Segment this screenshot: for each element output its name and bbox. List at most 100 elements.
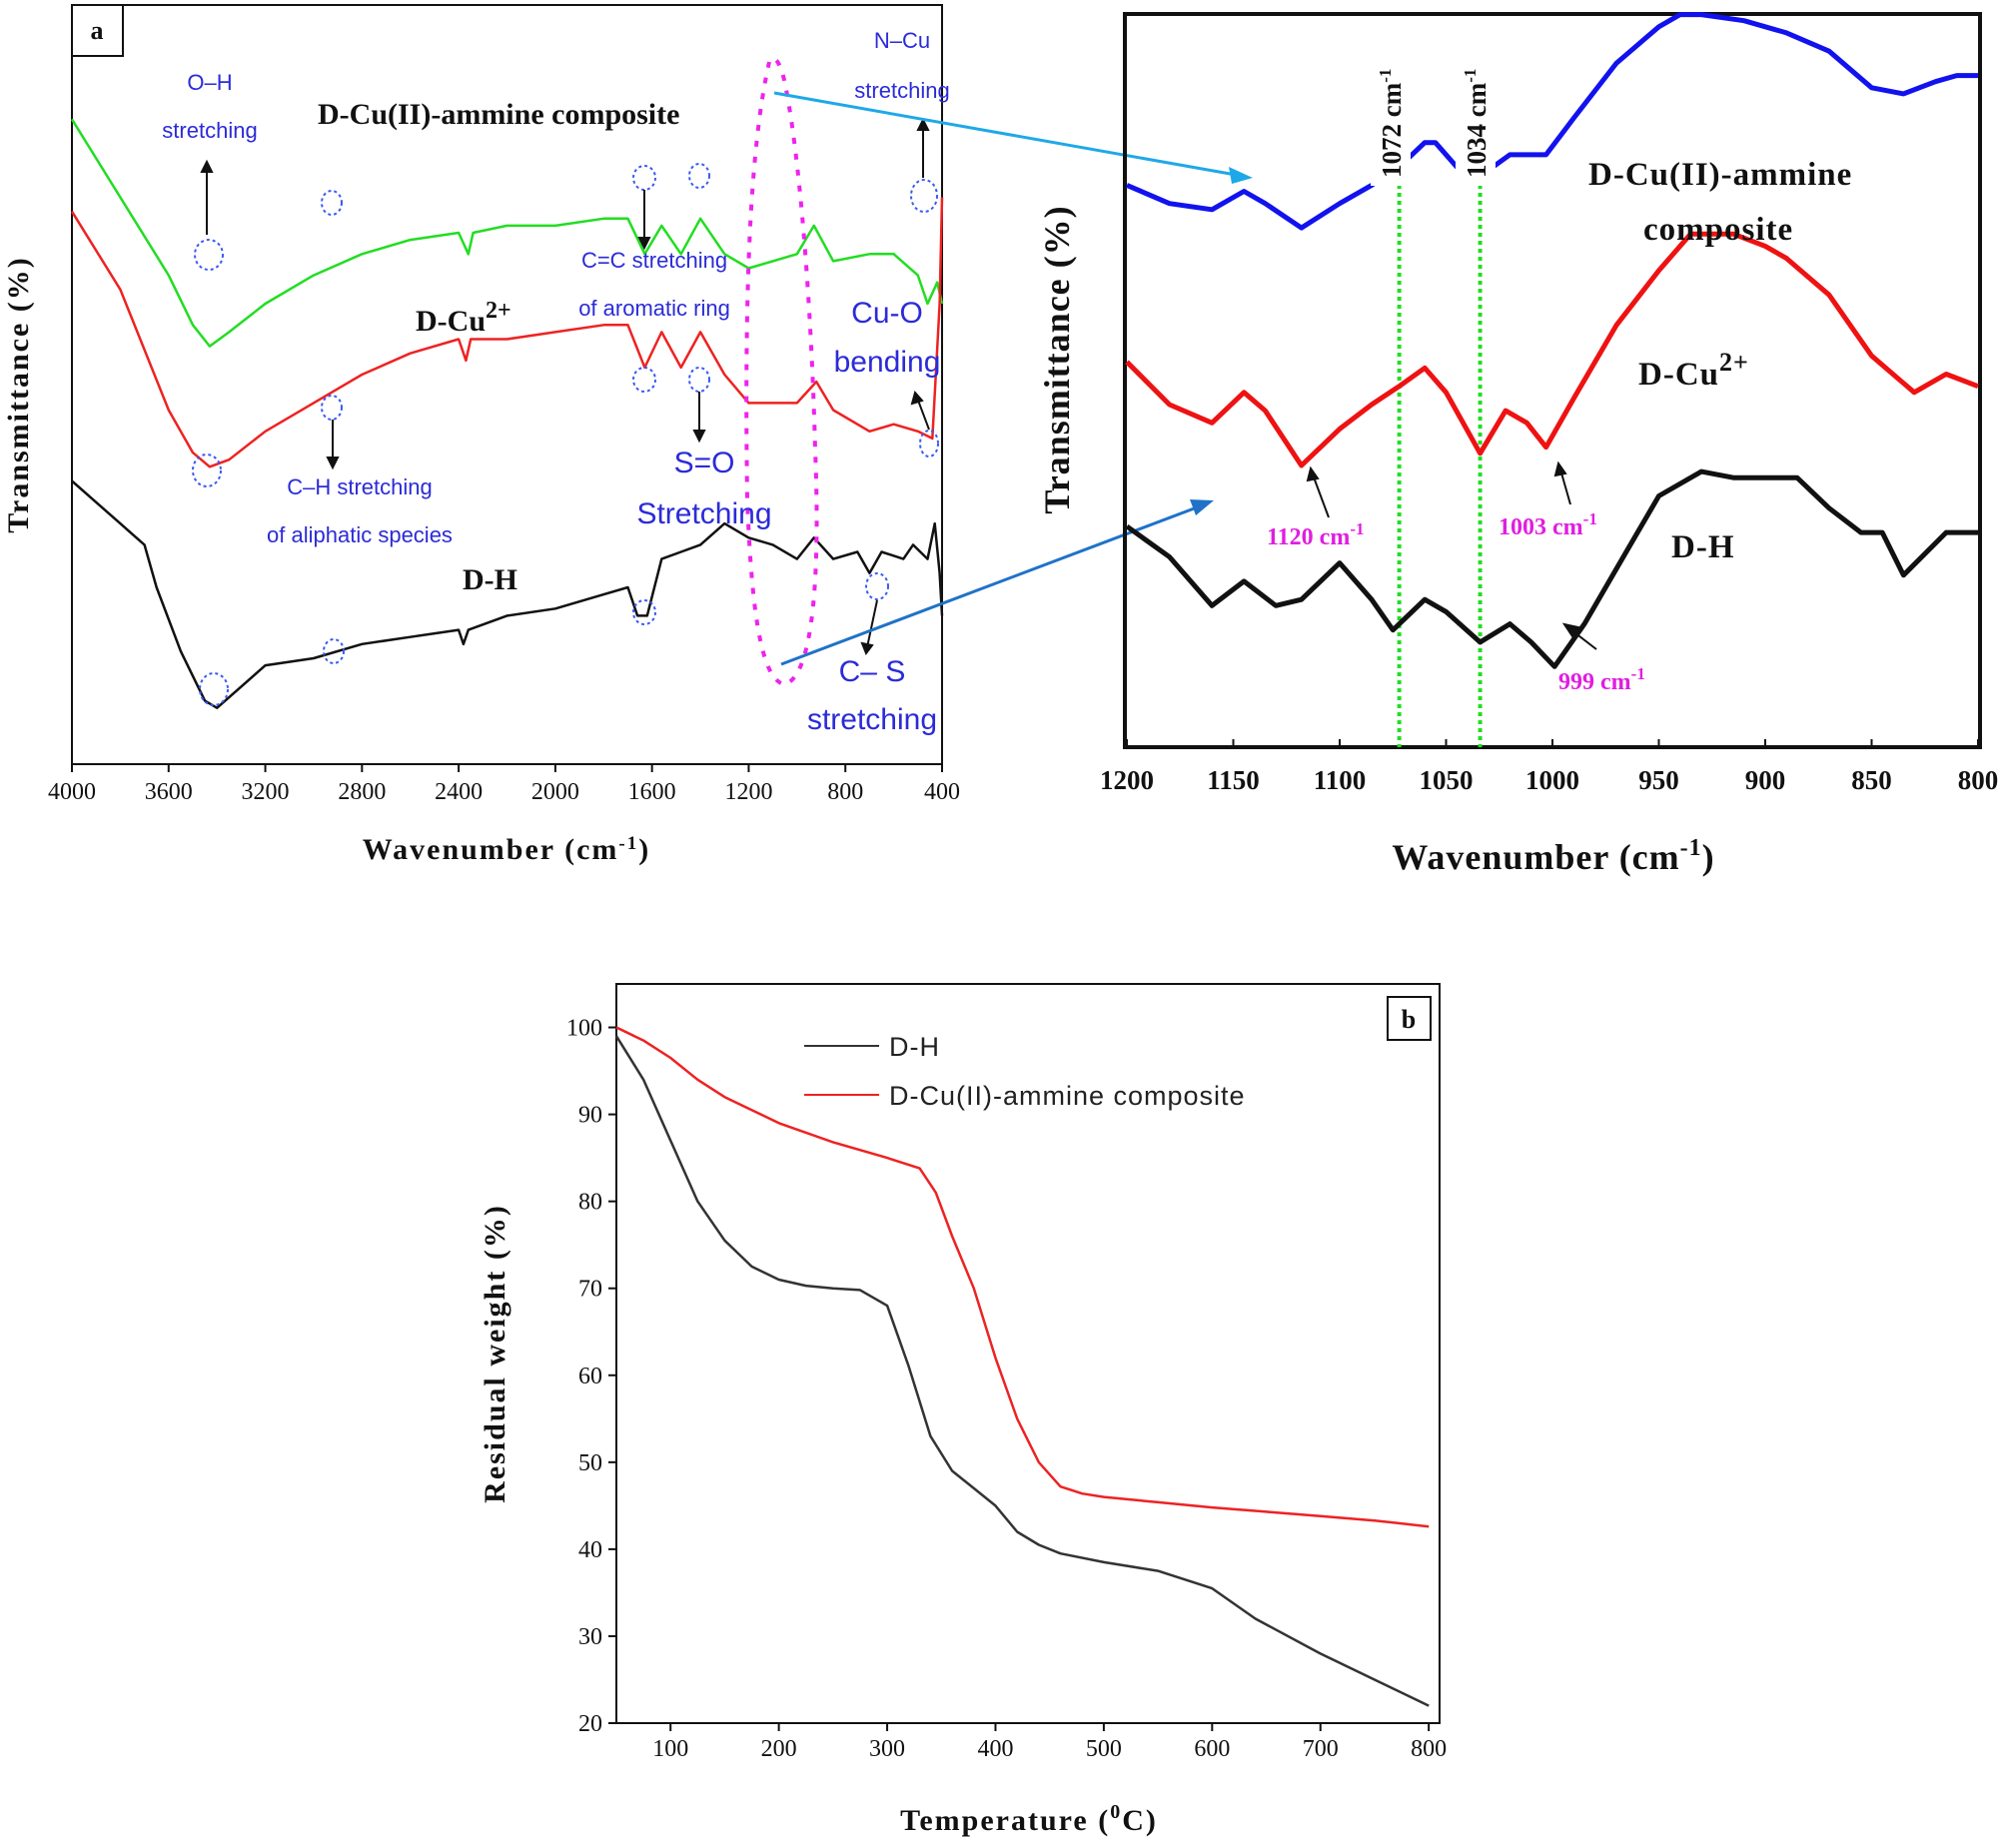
arrow-1120 [1312, 473, 1330, 518]
annotation-cs-2: stretching [807, 703, 937, 736]
connector-arrow-bottom [780, 505, 1198, 666]
zoom-series-label-composite-1: D-Cu(II)-ammine [1588, 157, 1852, 193]
vline-label-1034: 1034 cm-1 [1461, 69, 1492, 178]
panel-b-x-tick-label: 100 [652, 1736, 688, 1762]
panel-a-x-axis-title: Wavenumber (cm-1) [363, 833, 650, 866]
zoom-x-tick-label: 1100 [1314, 765, 1367, 795]
zoom-series-line-0 [1126, 12, 1978, 231]
connector-arrow-top-head [1229, 167, 1253, 184]
circle-ch-red [321, 395, 343, 421]
panel-a-frame [71, 4, 943, 765]
annotation-cc-2: of aromatic ring [578, 296, 730, 321]
circle-so-red [688, 367, 710, 393]
panel-a-x-tick-label: 2800 [338, 779, 386, 805]
arrow-1003 [1559, 468, 1571, 505]
annotation-cuo-1: Cu-O [851, 297, 923, 330]
annotation-ch-2: of aliphatic species [267, 522, 453, 547]
panel-b-y-tick-label: 20 [578, 1711, 602, 1737]
panel-a-x-tick-label: 1200 [724, 779, 772, 805]
zoom-region-outline [744, 57, 819, 687]
panel-a-peak-circles [192, 163, 939, 706]
zoom-series-line-2 [1125, 468, 1978, 669]
arrow-1120-head [1306, 465, 1320, 482]
zoom-x-ticks: 1200 1150 1100 1050 1000 950 900 850 800 [1100, 739, 1998, 795]
annotation-oh-2: stretching [162, 118, 257, 143]
panel-a-series-line-1 [70, 197, 944, 468]
zoom-series-line-1 [1125, 231, 1979, 468]
circle-ch-green [321, 190, 343, 216]
peak-label-1003: 1003 cm-1 [1499, 509, 1597, 540]
annotation-so-1: S=O [674, 447, 735, 479]
arrow-cuo [916, 397, 930, 431]
annotation-so-2: Stretching [636, 497, 771, 530]
panel-b-series [614, 1026, 1430, 1707]
circle-cc-black [632, 599, 656, 625]
panel-b-x-tick-label: 500 [1086, 1736, 1122, 1762]
arrow-cs [866, 599, 878, 648]
circle-ch-black [323, 638, 345, 664]
legend-label-composite: D-Cu(II)-ammine composite [889, 1081, 1246, 1111]
zoom-reference-lines [1397, 185, 1483, 747]
panel-b-series-line-1 [615, 1026, 1430, 1528]
zoom-connector-arrows [773, 91, 1253, 666]
arrow-so-head [692, 430, 706, 444]
circle-oh-red [192, 454, 222, 487]
connector-arrow-top [773, 91, 1237, 177]
panel-a-x-tick-label: 4000 [48, 779, 96, 805]
arrow-ncu-head [916, 117, 930, 131]
zoom-x-tick-label: 800 [1958, 765, 1999, 795]
panel-b-x-tick-label: 400 [977, 1736, 1013, 1762]
circle-cc-red [632, 367, 656, 393]
panel-b-x-tick-label: 700 [1303, 1736, 1339, 1762]
zoom-series-label-composite-2: composite [1643, 212, 1793, 248]
panel-a-x-tick-label: 3600 [145, 779, 193, 805]
zoom-x-tick-label: 850 [1851, 765, 1892, 795]
zoom-series [1125, 12, 1979, 669]
panel-a: a 4000 3600 3200 2800 2400 2000 1600 1200 800 400… [2, 4, 960, 866]
panel-a-x-tick-label: 400 [924, 779, 960, 805]
panel-a-zoom: 1200 1150 1100 1050 1000 950 900 850 800 1072 cm… [1037, 12, 1998, 877]
panel-b-x-tick-label: 600 [1194, 1736, 1230, 1762]
circle-cuo-red [919, 430, 939, 458]
panel-a-series-label-dcu: D-Cu2+ [416, 298, 511, 338]
annotation-cuo-2: bending [834, 346, 941, 379]
panel-b-x-tick-label: 800 [1411, 1736, 1447, 1762]
panel-a-label: a [91, 16, 104, 45]
vline-label-bg-1034 [1456, 16, 1496, 186]
arrow-cs-head [860, 641, 874, 656]
panel-a-series-label-dh: D-H [463, 563, 517, 596]
zoom-x-tick-label: 950 [1638, 765, 1679, 795]
panel-a-x-tick-label: 800 [827, 779, 863, 805]
annotation-ncu-1: N–Cu [874, 28, 930, 53]
zoom-frame [1123, 12, 1982, 749]
zoom-series-label-dh: D-H [1671, 529, 1735, 565]
panel-b-y-tick-label: 90 [578, 1103, 602, 1129]
panel-a-y-axis-title: Transmittance (%) [2, 256, 35, 533]
annotation-oh-1: O–H [187, 70, 232, 95]
panel-b-y-axis-title: Residual weight (%) [479, 1204, 511, 1503]
zoom-x-tick-label: 900 [1745, 765, 1786, 795]
annotation-cc-1: C=C stretching [581, 248, 727, 273]
panel-a-series-line-0 [70, 118, 944, 348]
panel-b-y-tick-label: 30 [578, 1624, 602, 1650]
circle-cc-green [632, 165, 656, 191]
panel-a-annotation-arrows [200, 117, 930, 656]
zoom-y-axis-title: Transmittance (%) [1037, 205, 1077, 513]
panel-b-legend: D-H D-Cu(II)-ammine composite [804, 1032, 1246, 1111]
panel-a-x-tick-label: 1600 [628, 779, 676, 805]
panel-a-series-label-composite: D-Cu(II)-ammine composite [318, 98, 679, 131]
vline-label-bg-1072 [1371, 16, 1411, 186]
panel-b: b 100 200 300 400 500 600 700 800 20 30 40 50 60 70 80… [479, 983, 1447, 1837]
zoom-x-tick-label: 1050 [1420, 765, 1474, 795]
legend-label-dh: D-H [889, 1032, 940, 1062]
circle-ncu-green [910, 179, 938, 213]
panel-b-label-box [1387, 996, 1432, 1041]
panel-b-x-axis-title: Temperature (0C) [900, 1801, 1158, 1837]
panel-b-series-line-0 [614, 1035, 1430, 1707]
peak-label-1120: 1120 cm-1 [1267, 519, 1365, 550]
arrow-999-head [1561, 622, 1580, 638]
circle-oh-black [199, 672, 229, 706]
zoom-x-tick-label: 1200 [1100, 765, 1154, 795]
arrow-cuo-head [910, 390, 924, 406]
arrow-oh-head [200, 159, 214, 173]
